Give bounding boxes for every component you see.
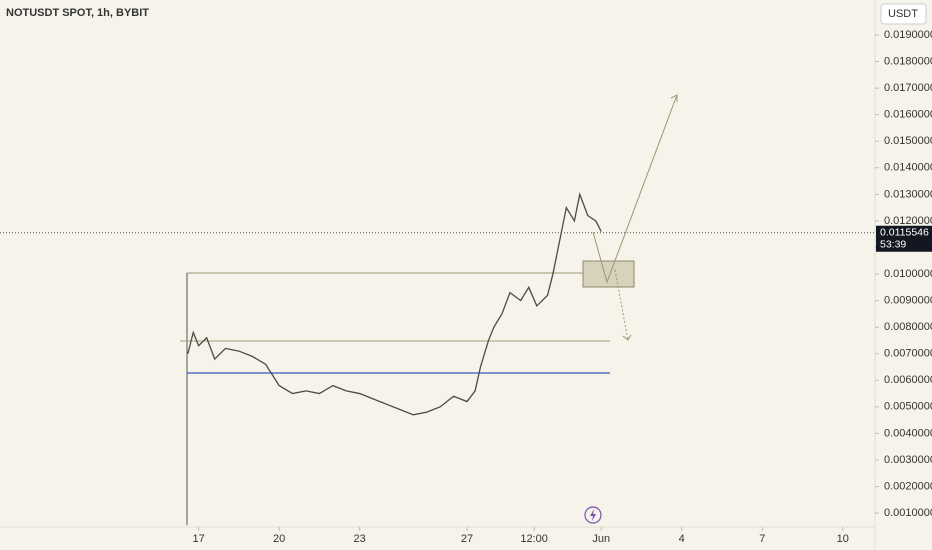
x-tick-label: 20 xyxy=(273,533,285,545)
y-tick-label: 0.0010000 xyxy=(884,507,932,519)
x-tick-label: 12:00 xyxy=(520,533,548,545)
y-tick-label: 0.0130000 xyxy=(884,188,932,200)
y-tick-label: 0.0160000 xyxy=(884,109,932,121)
x-tick-label: 10 xyxy=(837,533,849,545)
y-tick-label: 0.0140000 xyxy=(884,162,932,174)
x-tick-label: 7 xyxy=(759,533,765,545)
x-tick-label: 27 xyxy=(461,533,473,545)
last-price-label: 0.0115546 xyxy=(880,227,929,239)
x-tick-label: 23 xyxy=(354,533,366,545)
y-tick-label: 0.0180000 xyxy=(884,55,932,67)
price-line xyxy=(187,192,602,416)
y-tick-label: 0.0100000 xyxy=(884,268,932,280)
last-price-tag xyxy=(876,225,932,252)
projection-arrow xyxy=(592,94,678,284)
x-tick-label: 4 xyxy=(679,533,685,545)
arrow-head xyxy=(622,334,632,341)
x-tick-label: 17 xyxy=(192,533,204,545)
drawings xyxy=(180,94,678,525)
chart-title: NOTUSDT SPOT, 1h, BYBIT xyxy=(6,7,149,19)
y-tick-label: 0.0080000 xyxy=(884,321,932,333)
arrow-head xyxy=(670,94,678,102)
y-tick-label: 0.0030000 xyxy=(884,454,932,466)
y-tick-label: 0.0060000 xyxy=(884,374,932,386)
x-tick-label: Jun xyxy=(592,533,610,545)
y-tick-label: 0.0150000 xyxy=(884,135,932,147)
y-tick-label: 0.0040000 xyxy=(884,427,932,439)
currency-label[interactable]: USDT xyxy=(888,8,918,20)
y-tick-label: 0.0120000 xyxy=(884,215,932,227)
event-icon-bolt xyxy=(590,509,596,521)
y-tick-label: 0.0090000 xyxy=(884,295,932,307)
y-tick-label: 0.0070000 xyxy=(884,348,932,360)
currency-button[interactable] xyxy=(880,3,927,25)
y-tick-label: 0.0050000 xyxy=(884,401,932,413)
y-tick-label: 0.0020000 xyxy=(884,480,932,492)
countdown-label: 53:39 xyxy=(880,239,906,251)
y-tick-label: 0.0170000 xyxy=(884,82,932,94)
y-tick-label: 0.0190000 xyxy=(884,29,932,41)
zone-box xyxy=(582,260,635,288)
